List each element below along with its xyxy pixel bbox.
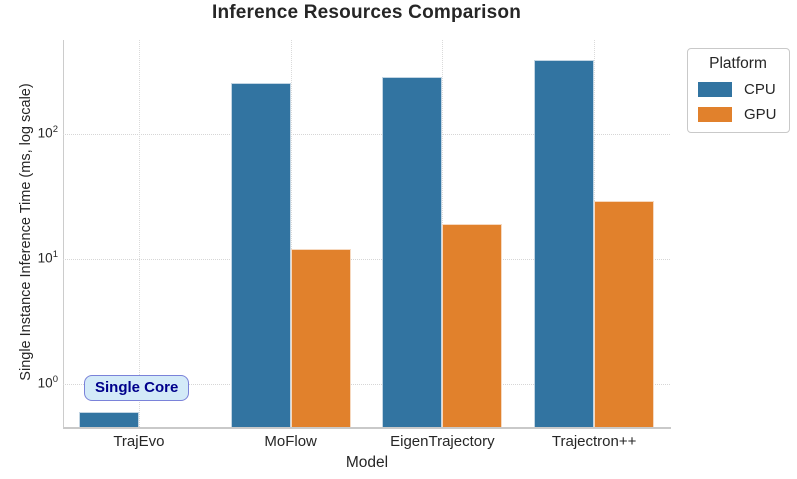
x-tick-label-trajectron: Trajectron++	[551, 433, 637, 450]
legend-title: Platform	[709, 55, 767, 72]
gridline-vertical	[138, 40, 140, 427]
y-tick-label: 100	[37, 374, 58, 391]
legend-item-gpu: GPU	[698, 106, 778, 123]
gpu-color-swatch	[698, 107, 732, 122]
legend-label-gpu: GPU	[744, 106, 777, 123]
gridline-horizontal	[63, 134, 670, 135]
legend: Platform CPU GPU	[687, 48, 790, 133]
y-tick-label: 102	[37, 124, 58, 141]
gridline-vertical	[290, 40, 292, 427]
gridline-horizontal	[63, 259, 670, 260]
cpu-color-swatch	[698, 82, 732, 97]
bar-cpu-trajevo	[78, 411, 139, 427]
x-tick-label-eigentrajectory: EigenTrajectory	[390, 433, 495, 450]
single-core-annotation-text: Single Core	[95, 379, 179, 396]
plot-area	[63, 40, 671, 429]
legend-label-cpu: CPU	[744, 81, 776, 98]
bar-gpu-trajectron	[594, 201, 655, 427]
single-core-annotation: Single Core	[84, 375, 190, 401]
bar-cpu-moflow	[230, 83, 291, 427]
y-tick-label: 101	[37, 249, 58, 266]
bar-gpu-moflow	[290, 249, 351, 427]
gridline-horizontal	[63, 384, 670, 385]
bar-gpu-eigentrajectory	[442, 224, 503, 427]
bar-cpu-trajectron	[534, 60, 595, 427]
x-tick-label-moflow: MoFlow	[264, 433, 317, 450]
x-tick-label-trajevo: TrajEvo	[113, 433, 165, 450]
legend-item-cpu: CPU	[698, 81, 778, 98]
bar-cpu-eigentrajectory	[382, 77, 443, 427]
x-axis-label: Model	[345, 454, 389, 471]
chart-title: Inference Resources Comparison	[211, 2, 522, 23]
